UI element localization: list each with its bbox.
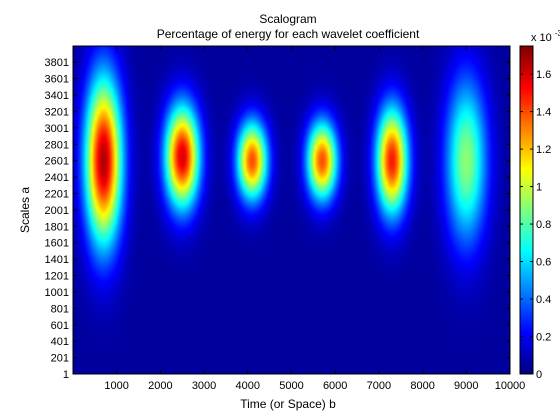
y-tick-label: 1201 bbox=[45, 271, 69, 283]
colorbar-tick-label: 0.6 bbox=[536, 257, 551, 269]
colorbar-exponent: x 10 -3 bbox=[531, 29, 560, 44]
heatmap-plot-area bbox=[72, 45, 511, 375]
x-tick-label: 8000 bbox=[410, 380, 434, 392]
y-tick-label: 2401 bbox=[45, 172, 69, 184]
x-axis-ticks: 1000 2000 3000 4000 5000 6000 7000 8000 9000 1000… bbox=[104, 46, 525, 392]
colorbar: 0 0.2 0.4 0.6 0.8 1 1.2 1.4 1.6 x 10 -3 bbox=[519, 29, 560, 381]
y-tick-label: 3801 bbox=[45, 57, 69, 69]
y-tick-label: 2601 bbox=[45, 156, 69, 168]
y-tick-label: 1801 bbox=[45, 221, 69, 233]
y-tick-label: 201 bbox=[51, 353, 69, 365]
y-tick-label: 2201 bbox=[45, 189, 69, 201]
y-tick-label: 601 bbox=[51, 320, 69, 332]
y-tick-label: 1001 bbox=[45, 287, 69, 299]
colorbar-frame bbox=[519, 45, 534, 375]
colorbar-tick-label: 1.6 bbox=[536, 69, 551, 81]
x-tick-label: 5000 bbox=[279, 380, 303, 392]
colorbar-exponent-power: -3 bbox=[555, 29, 560, 38]
x-tick-label: 10000 bbox=[495, 380, 526, 392]
colorbar-tick-label: 0.4 bbox=[536, 294, 551, 306]
chart-subtitle: Percentage of energy for each wavelet co… bbox=[157, 27, 420, 41]
colorbar-exponent-base: x 10 bbox=[531, 32, 552, 44]
x-tick-label: 7000 bbox=[367, 380, 391, 392]
colorbar-ticks: 0 0.2 0.4 0.6 0.8 1 1.2 1.4 1.6 bbox=[520, 69, 551, 381]
x-tick-label: 9000 bbox=[454, 380, 478, 392]
colorbar-tick-label: 0.8 bbox=[536, 219, 551, 231]
colorbar-tick-label: 1.2 bbox=[536, 144, 551, 156]
y-tick-label: 2001 bbox=[45, 205, 69, 217]
x-tick-label: 3000 bbox=[192, 380, 216, 392]
colorbar-tick-label: 0 bbox=[536, 369, 542, 381]
y-tick-label: 401 bbox=[51, 336, 69, 348]
y-tick-label: 3001 bbox=[45, 123, 69, 135]
y-tick-label: 3201 bbox=[45, 106, 69, 118]
heatmap-image bbox=[73, 46, 510, 374]
y-tick-label: 1601 bbox=[45, 238, 69, 250]
x-tick-label: 6000 bbox=[323, 380, 347, 392]
chart-title: Scalogram bbox=[259, 12, 316, 26]
y-tick-label: 1401 bbox=[45, 254, 69, 266]
x-axis-label: Time (or Space) b bbox=[240, 397, 336, 411]
x-tick-label: 4000 bbox=[236, 380, 260, 392]
y-tick-label: 801 bbox=[51, 303, 69, 315]
colorbar-gradient bbox=[520, 46, 533, 374]
y-axis-label: Scales a bbox=[18, 187, 32, 233]
y-tick-label: 3401 bbox=[45, 90, 69, 102]
y-tick-label: 1 bbox=[63, 369, 69, 381]
colorbar-tick-label: 1.4 bbox=[536, 107, 551, 119]
y-axis-ticks: 1201401601801100112011401160118012001220… bbox=[45, 57, 510, 381]
y-tick-label: 3601 bbox=[45, 74, 69, 86]
colorbar-tick-label: 0.2 bbox=[536, 332, 551, 344]
x-tick-label: 2000 bbox=[148, 380, 172, 392]
colorbar-tick-label: 1 bbox=[536, 182, 542, 194]
x-tick-label: 1000 bbox=[104, 380, 128, 392]
y-tick-label: 2801 bbox=[45, 139, 69, 151]
